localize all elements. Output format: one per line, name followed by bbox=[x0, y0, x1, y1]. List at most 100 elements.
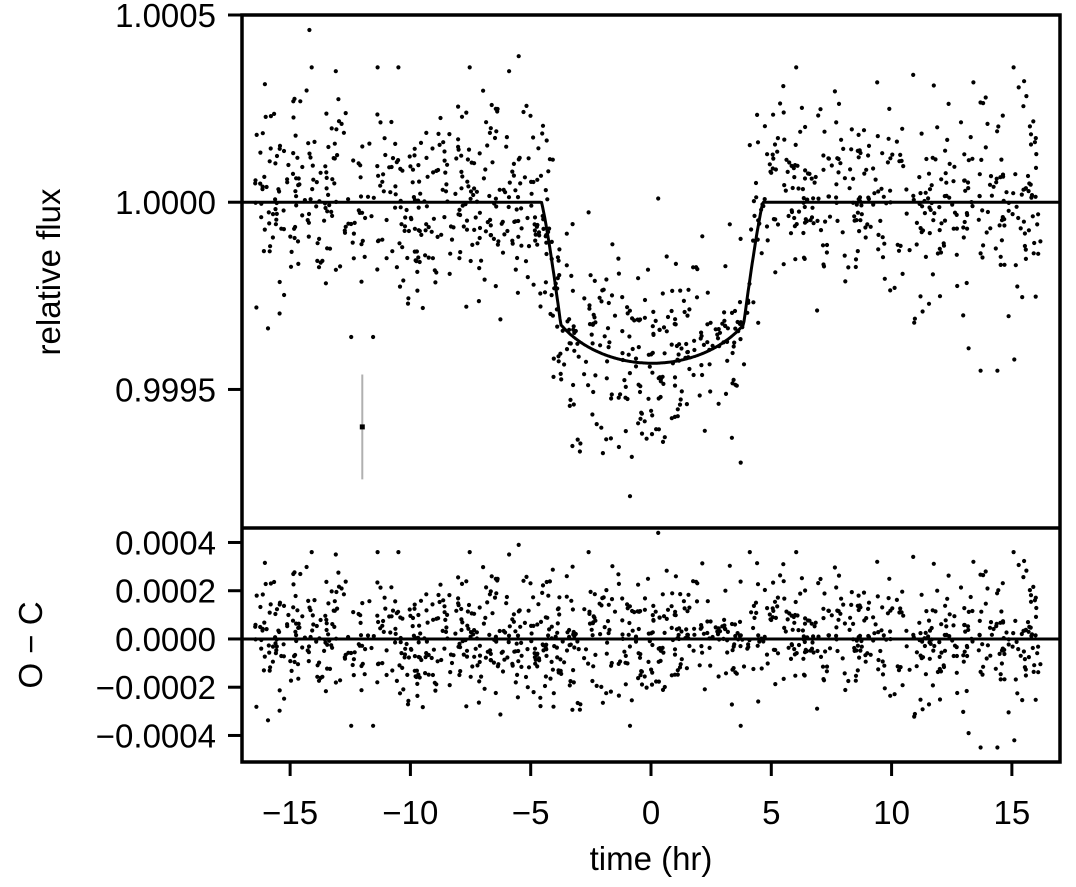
flux-data-point bbox=[781, 84, 786, 89]
flux-data-point bbox=[999, 238, 1005, 243]
residual-data-point bbox=[538, 704, 543, 709]
flux-data-point bbox=[679, 346, 684, 351]
flux-data-point bbox=[633, 356, 639, 361]
flux-data-point bbox=[942, 218, 948, 223]
flux-data-point bbox=[735, 319, 740, 325]
residual-data-point bbox=[390, 668, 395, 673]
flux-data-point bbox=[759, 251, 764, 256]
residual-data-point bbox=[966, 731, 971, 736]
flux-data-point bbox=[320, 258, 325, 263]
flux-data-point bbox=[799, 105, 805, 110]
flux-data-point bbox=[616, 256, 621, 261]
flux-data-point bbox=[842, 253, 847, 258]
flux-data-point bbox=[267, 221, 272, 226]
residual-data-point bbox=[792, 647, 797, 652]
flux-data-point bbox=[531, 282, 536, 287]
flux-data-point bbox=[686, 287, 691, 292]
flux-data-point bbox=[575, 437, 580, 442]
flux-data-point bbox=[713, 327, 718, 332]
flux-data-point bbox=[695, 267, 700, 272]
flux-data-point bbox=[862, 171, 867, 176]
flux-data-point bbox=[540, 123, 546, 128]
residual-data-point bbox=[1011, 550, 1016, 555]
residual-data-point bbox=[414, 668, 419, 673]
flux-data-point bbox=[309, 65, 314, 70]
flux-data-point bbox=[939, 177, 944, 182]
flux-data-point bbox=[597, 295, 602, 300]
residual-data-point bbox=[445, 612, 450, 618]
residual-data-point bbox=[550, 667, 556, 672]
residual-data-point bbox=[928, 641, 933, 647]
flux-data-point bbox=[390, 249, 395, 254]
residual-data-point bbox=[685, 632, 691, 637]
residual-data-point bbox=[731, 644, 736, 649]
flux-data-point bbox=[901, 164, 906, 169]
residual-data-point bbox=[543, 674, 549, 679]
flux-data-point bbox=[859, 203, 864, 208]
residual-data-point bbox=[323, 689, 328, 694]
flux-data-point bbox=[865, 222, 870, 227]
flux-data-point bbox=[277, 279, 282, 285]
residual-data-point bbox=[1028, 593, 1034, 598]
residual-data-point bbox=[646, 659, 651, 665]
flux-data-point bbox=[775, 149, 780, 154]
residual-data-point bbox=[649, 682, 655, 687]
flux-data-point bbox=[1013, 263, 1018, 268]
residual-data-point bbox=[534, 652, 540, 657]
residual-data-point bbox=[505, 655, 510, 660]
residual-data-point bbox=[912, 711, 918, 717]
residual-data-point bbox=[629, 698, 634, 703]
flux-data-point bbox=[816, 196, 821, 201]
y-tick-label: 1.0005 bbox=[115, 0, 216, 34]
residual-data-point bbox=[692, 632, 697, 637]
flux-data-point bbox=[731, 377, 736, 382]
flux-data-point bbox=[371, 195, 376, 200]
flux-data-point bbox=[590, 341, 595, 346]
flux-data-point bbox=[699, 363, 704, 368]
residual-data-point bbox=[464, 648, 470, 653]
residual-data-point bbox=[324, 627, 329, 633]
residual-data-point bbox=[610, 564, 615, 569]
flux-data-point bbox=[294, 194, 299, 199]
residual-data-point bbox=[918, 697, 923, 702]
flux-data-point bbox=[649, 408, 654, 413]
flux-data-point bbox=[484, 120, 489, 125]
flux-data-point bbox=[781, 110, 786, 115]
flux-data-point bbox=[823, 219, 828, 224]
flux-data-point bbox=[976, 217, 981, 222]
residual-data-point bbox=[435, 659, 440, 664]
flux-data-point bbox=[308, 155, 313, 160]
residual-data-point bbox=[616, 581, 622, 587]
flux-data-point bbox=[954, 226, 960, 231]
residual-data-point bbox=[853, 678, 858, 683]
residual-data-point bbox=[801, 656, 806, 661]
flux-data-point bbox=[516, 218, 521, 224]
residual-data-point bbox=[650, 670, 655, 675]
flux-data-point bbox=[943, 148, 948, 153]
residual-data-point bbox=[1036, 644, 1041, 649]
flux-data-point bbox=[846, 265, 851, 270]
residual-data-point bbox=[764, 652, 770, 657]
flux-data-point bbox=[314, 204, 319, 209]
residual-data-point bbox=[738, 633, 743, 638]
flux-data-point bbox=[402, 228, 407, 233]
flux-data-point bbox=[1002, 223, 1007, 228]
flux-data-point bbox=[555, 324, 560, 329]
flux-data-point bbox=[485, 143, 490, 148]
flux-data-point bbox=[1016, 85, 1021, 90]
residual-data-point bbox=[424, 639, 429, 644]
flux-data-point bbox=[587, 322, 593, 327]
flux-data-point bbox=[429, 229, 434, 234]
residual-data-point bbox=[961, 653, 966, 658]
flux-data-point bbox=[985, 209, 991, 215]
residual-data-point bbox=[296, 676, 301, 681]
flux-data-point bbox=[481, 88, 486, 93]
residual-data-point bbox=[1006, 710, 1011, 715]
residual-data-point bbox=[684, 627, 689, 632]
flux-data-point bbox=[268, 114, 273, 119]
flux-data-point bbox=[407, 154, 412, 159]
residual-data-point bbox=[809, 621, 814, 626]
flux-data-point bbox=[687, 366, 692, 372]
residual-data-point bbox=[342, 656, 348, 661]
